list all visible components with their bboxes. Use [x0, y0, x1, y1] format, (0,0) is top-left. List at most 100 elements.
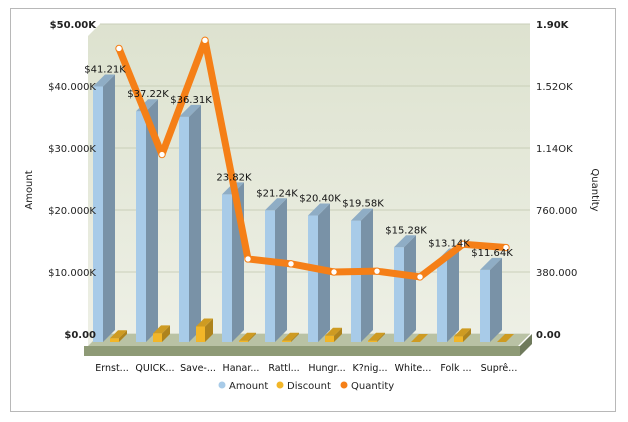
amount-data-label: $20.40K: [299, 194, 341, 205]
discount-bar: [110, 330, 127, 342]
amount-bar-side: [146, 99, 158, 343]
discount-bar: [368, 332, 385, 342]
discount-bar-side: [291, 332, 299, 342]
right-tick-label: 380.000: [536, 268, 577, 279]
discount-bar-top: [153, 325, 170, 334]
quantity-point: [416, 273, 424, 281]
right-axis-title: Quantity: [589, 168, 600, 211]
amount-bar-top: [308, 203, 330, 216]
discount-bar-side: [248, 332, 256, 342]
discount-bar-side: [334, 327, 342, 342]
discount-bar: [325, 327, 342, 342]
discount-bar: [454, 328, 471, 342]
amount-bar-front: [480, 269, 490, 342]
discount-bar: [411, 334, 428, 342]
discount-bar-side: [463, 328, 471, 342]
legend-marker: [218, 381, 226, 389]
category-label: Ernst...: [95, 363, 129, 374]
amount-data-label: $36.31K: [170, 95, 212, 106]
left-tick-label: $50.00K: [50, 20, 98, 31]
discount-bar-front: [239, 340, 248, 342]
amount-bar-top: [93, 74, 115, 87]
quantity-point: [158, 150, 166, 159]
amount-data-label: $15.28K: [385, 225, 427, 236]
discount-bar-top: [454, 328, 471, 337]
category-label: K?nig...: [352, 363, 387, 374]
discount-bar-front: [454, 336, 463, 342]
left-tick-label: $10.000K: [48, 268, 96, 279]
discount-bar: [196, 318, 213, 342]
right-tick-label: 1.14OK: [536, 144, 573, 155]
amount-bar-side: [189, 104, 201, 343]
left-tick-label: $30.000K: [48, 144, 96, 155]
right-tick-label: 760.000: [536, 206, 577, 217]
amount-bar-front: [222, 194, 232, 342]
discount-bar: [153, 325, 170, 342]
amount-bar: [394, 235, 416, 342]
discount-bar-side: [162, 325, 170, 342]
discount-bar-top: [411, 334, 428, 342]
floor-front: [84, 346, 520, 356]
discount-bar: [239, 332, 256, 342]
discount-bar: [497, 334, 514, 342]
category-label: QUICK...: [135, 363, 174, 374]
legend-label: Discount: [287, 381, 331, 392]
discount-bar-side: [377, 332, 385, 342]
right-tick-label: 1.90K: [536, 20, 570, 31]
amount-bar-front: [394, 247, 404, 342]
amount-data-label: $41.21K: [84, 64, 126, 75]
amount-bar-front: [136, 111, 146, 343]
discount-bar-front: [196, 326, 205, 342]
amount-data-label: $11.64K: [471, 248, 513, 259]
category-label: Rattl...: [268, 363, 299, 374]
discount-bar-side: [119, 330, 127, 342]
category-label: Hungr...: [308, 363, 345, 374]
amount-data-label: $21.24K: [256, 188, 298, 199]
discount-bar-front: [282, 340, 291, 342]
category-label: White...: [395, 363, 432, 374]
amount-bar: [93, 74, 115, 343]
discount-bar-top: [110, 330, 127, 339]
legend-marker: [276, 381, 284, 389]
left-axis-title: Amount: [24, 170, 35, 209]
right-tick-label: 0.00: [536, 330, 561, 341]
category-label: Hanar...: [223, 363, 260, 374]
category-label: Suprê...: [481, 363, 518, 374]
floor-side: [520, 334, 532, 356]
amount-bar-top: [179, 104, 201, 117]
discount-bar-top: [368, 332, 385, 341]
amount-bar-side: [275, 198, 287, 342]
discount-bar-top: [497, 334, 514, 342]
amount-bar: [480, 257, 502, 342]
amount-bar-top: [265, 198, 287, 211]
discount-bar-top: [282, 332, 299, 341]
amount-bar-side: [447, 248, 459, 342]
legend-item-amount: Amount: [218, 381, 268, 392]
amount-data-label: $13.14K: [428, 239, 470, 250]
quantity-line: [115, 36, 510, 281]
amount-bar: [179, 104, 201, 343]
amount-data-label: $19.58K: [342, 199, 384, 210]
legend-marker: [340, 381, 348, 389]
category-label: Folk ...: [440, 363, 471, 374]
amount-bar-front: [351, 220, 361, 342]
discount-bar: [282, 332, 299, 342]
discount-bar-top: [325, 327, 342, 336]
amount-data-label: 23.82K: [216, 172, 252, 183]
discount-bar-top: [239, 332, 256, 341]
amount-bar-front: [93, 86, 103, 342]
amount-bar-side: [361, 208, 373, 342]
amount-bar-side: [404, 235, 416, 342]
amount-bar-top: [480, 257, 502, 270]
left-tick-label: $0.00: [64, 330, 96, 341]
quantity-point: [459, 240, 467, 248]
quantity-point: [502, 243, 510, 252]
left-tick-label: $40.000K: [48, 82, 96, 93]
right-tick-label: 1.52OK: [536, 82, 573, 93]
legend-item-quantity: Quantity: [340, 381, 394, 392]
discount-bar-front: [325, 335, 334, 342]
discount-bar-top: [196, 318, 213, 327]
legend-label: Quantity: [351, 381, 394, 392]
amount-bar-side: [490, 257, 502, 342]
